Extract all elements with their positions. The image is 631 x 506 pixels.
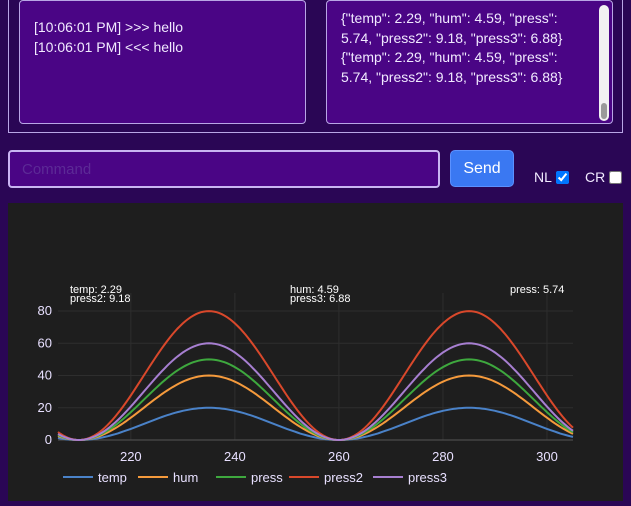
y-tick-label: 80 [38,303,52,318]
legend-label-temp[interactable]: temp [98,470,127,485]
y-tick-label: 60 [38,335,52,350]
x-tick-label: 220 [120,449,142,464]
scrollbar-thumb[interactable] [601,103,607,119]
nl-checkbox[interactable] [555,170,569,184]
cr-toggle[interactable]: CR [585,169,623,185]
legend-label-hum[interactable]: hum [173,470,198,485]
cr-checkbox[interactable] [609,170,623,184]
legend-label-press2[interactable]: press2 [324,470,363,485]
series-line-hum[interactable] [57,374,574,442]
x-tick-label: 260 [328,449,350,464]
chart-annotation: press3: 6.88 [290,293,351,305]
chart-annotation: temp: 2.29 [70,284,122,296]
nl-toggle[interactable]: NL [534,169,569,185]
x-tick-label: 240 [224,449,246,464]
series-line-press2[interactable] [57,310,574,442]
serial-scrollbar[interactable] [599,5,609,121]
legend-label-press[interactable]: press [251,470,283,485]
cr-label: CR [585,169,606,185]
series-line-press3[interactable] [57,342,574,442]
x-tick-label: 300 [536,449,558,464]
serial-output[interactable]: {"temp": 2.29, "hum": 4.59, "press": 5.7… [326,0,613,124]
y-tick-label: 20 [38,400,52,415]
chart-annotation: hum: 4.59 [290,284,339,296]
serial-entry: {"temp": 2.29, "hum": 4.59, "press": 5.7… [341,10,563,46]
x-tick-label: 280 [432,449,454,464]
send-button[interactable]: Send [450,150,514,187]
log-line: [10:06:01 PM] <<< hello [34,39,184,55]
series-line-temp[interactable] [57,406,574,441]
chart-annotation: press: 5.74 [510,284,564,296]
y-tick-label: 40 [38,368,52,383]
nl-label: NL [534,169,552,185]
sensor-chart[interactable]: 0 20 40 60 80 220 240 260 280 300 temp: 2.29 press2… [8,203,623,501]
message-log[interactable]: [10:06:01 PM] >>> hello [10:06:01 PM] <<… [19,0,306,124]
y-tick-label: 0 [45,432,52,447]
chart-annotation: press2: 9.18 [70,293,131,305]
command-input[interactable] [8,150,440,188]
serial-entry: {"temp": 2.29, "hum": 4.59, "press": 5.7… [341,49,563,85]
legend-label-press3[interactable]: press3 [408,470,447,485]
log-line: [10:06:01 PM] >>> hello [34,19,184,35]
series-line-press[interactable] [57,358,574,442]
